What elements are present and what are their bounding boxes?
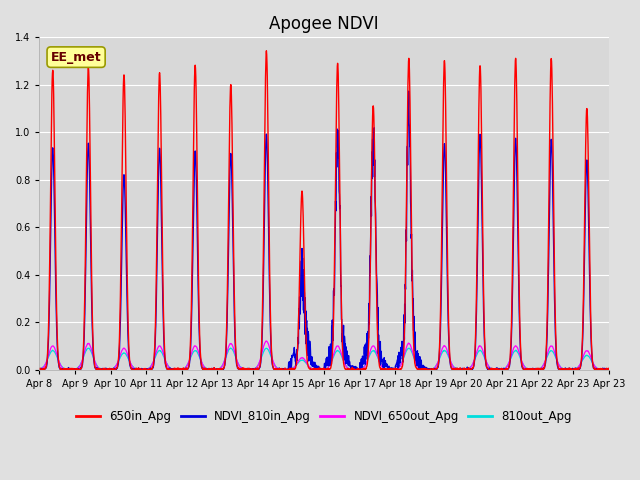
650in_Apg: [220, 365, 228, 371]
650in_Apg: [36, 366, 44, 372]
NDVI_810in_Apg: [605, 366, 612, 372]
NDVI_810in_Apg: [575, 367, 582, 372]
NDVI_810in_Apg: [335, 192, 343, 197]
650in_Apg: [335, 149, 343, 155]
810out_Apg: [36, 366, 44, 372]
650in_Apg: [571, 366, 579, 372]
Line: 650in_Apg: 650in_Apg: [40, 51, 609, 370]
NDVI_810in_Apg: [405, 88, 413, 94]
810out_Apg: [605, 367, 612, 372]
810out_Apg: [220, 359, 228, 365]
Text: EE_met: EE_met: [51, 50, 101, 64]
NDVI_810in_Apg: [139, 367, 147, 372]
NDVI_650out_Apg: [262, 338, 270, 344]
810out_Apg: [575, 364, 582, 370]
Title: Apogee NDVI: Apogee NDVI: [269, 15, 379, 33]
NDVI_650out_Apg: [575, 364, 582, 370]
810out_Apg: [571, 366, 579, 372]
650in_Apg: [605, 367, 612, 372]
Line: 810out_Apg: 810out_Apg: [40, 348, 609, 370]
Line: NDVI_810in_Apg: NDVI_810in_Apg: [40, 91, 609, 370]
Line: NDVI_650out_Apg: NDVI_650out_Apg: [40, 341, 609, 370]
Legend: 650in_Apg, NDVI_810in_Apg, NDVI_650out_Apg, 810out_Apg: 650in_Apg, NDVI_810in_Apg, NDVI_650out_A…: [72, 406, 577, 428]
650in_Apg: [243, 366, 250, 372]
NDVI_810in_Apg: [571, 367, 579, 372]
810out_Apg: [227, 345, 234, 351]
NDVI_650out_Apg: [571, 366, 579, 372]
810out_Apg: [180, 366, 188, 372]
650in_Apg: [568, 367, 575, 372]
NDVI_810in_Apg: [36, 366, 44, 372]
NDVI_810in_Apg: [180, 366, 188, 372]
NDVI_810in_Apg: [243, 366, 250, 372]
810out_Apg: [243, 367, 250, 372]
NDVI_650out_Apg: [318, 367, 326, 372]
NDVI_650out_Apg: [605, 366, 612, 372]
NDVI_650out_Apg: [220, 360, 228, 365]
NDVI_650out_Apg: [36, 367, 44, 372]
650in_Apg: [575, 365, 582, 371]
650in_Apg: [180, 366, 188, 372]
NDVI_650out_Apg: [180, 366, 188, 372]
650in_Apg: [262, 48, 270, 54]
810out_Apg: [335, 349, 343, 355]
NDVI_650out_Apg: [243, 367, 250, 372]
NDVI_650out_Apg: [336, 346, 344, 351]
NDVI_810in_Apg: [220, 364, 228, 370]
810out_Apg: [390, 367, 398, 372]
